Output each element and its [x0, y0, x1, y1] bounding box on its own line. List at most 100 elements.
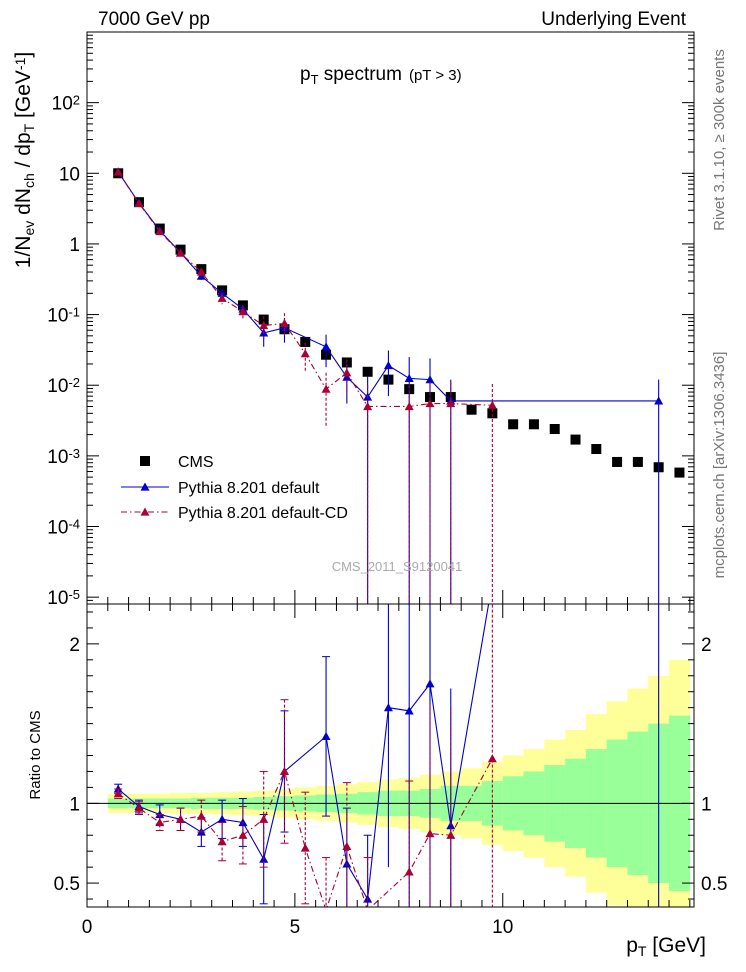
mc-point — [425, 399, 435, 408]
ratio-point — [425, 829, 435, 838]
ratio-point — [113, 789, 123, 798]
cms-point — [362, 366, 373, 377]
mc-point — [217, 288, 227, 297]
ratio-y-tick-label-left: 2 — [69, 635, 80, 656]
x-tick-label: 0 — [82, 917, 93, 938]
mc-point — [196, 267, 206, 276]
x-axis-label-text: pT [GeV] — [626, 934, 706, 959]
cms-point — [528, 419, 539, 430]
mc-point — [404, 401, 414, 411]
y-tick-label-part: -3 — [68, 446, 80, 461]
ratio-point — [425, 679, 435, 688]
analysis-watermark: CMS_2011_S9120041 — [332, 559, 463, 574]
ratio-point — [176, 814, 186, 823]
ratio-point — [196, 811, 206, 820]
x-axis-label: pT [GeV] — [626, 934, 706, 959]
y-tick-label: 10 — [59, 164, 80, 185]
mc-point — [238, 307, 248, 316]
cms-point — [466, 404, 477, 415]
ratio-point — [279, 766, 289, 776]
series-1 — [113, 167, 664, 604]
mc-point — [321, 342, 331, 351]
mc-point — [404, 373, 414, 382]
y-axis-label: 1/Nev dNch / dpT [GeV-1] — [12, 52, 37, 268]
chart-title-part: p — [300, 64, 311, 85]
cms-point — [591, 444, 602, 455]
legend-label: CMS — [178, 454, 214, 471]
chart-title-part: spectrum — [319, 64, 402, 85]
y-tick-label: 10-4 — [47, 517, 80, 539]
y-tick-label: 10-3 — [47, 446, 80, 468]
ratio-point — [134, 803, 144, 812]
mc-point — [176, 248, 186, 257]
ratio-point — [404, 706, 414, 715]
y-tick-label-part: 10 — [47, 518, 68, 539]
legend-label: Pythia 8.201 default-CD — [178, 505, 348, 522]
mc-point — [155, 226, 165, 236]
ratio-y-tick-label-right: 1 — [701, 794, 712, 815]
ratio-y-axis-label: Ratio to CMS — [27, 710, 44, 799]
rivet-info: Rivet 3.1.10, ≥ 300k events — [711, 49, 728, 231]
ratio-point — [238, 830, 248, 839]
ratio-point — [217, 837, 227, 846]
legend-marker-mc — [140, 507, 150, 516]
x-axis-label-text-part: [GeV] — [646, 934, 706, 957]
header-analysis: Underlying Event — [541, 9, 686, 30]
y-axis-label-text-part: 1/N — [12, 236, 35, 269]
cms-point — [570, 434, 581, 445]
y-axis-label-text-part: ev — [21, 221, 37, 236]
y-tick-label: 102 — [52, 93, 80, 115]
x-axis-label-text-part: T — [638, 943, 647, 959]
mc-point — [383, 361, 393, 370]
ratio-point — [217, 814, 227, 823]
ratio-point — [321, 731, 331, 740]
y-tick-label-part: 10 — [52, 94, 73, 115]
y-axis-label-text-part: ] — [12, 52, 35, 58]
mcplots-info: mcplots.cern.ch [arXiv:1306.3436] — [711, 352, 728, 579]
ratio-point — [383, 703, 393, 712]
ratio-point — [342, 841, 352, 850]
mc-point — [321, 384, 331, 393]
mc-point — [342, 368, 352, 377]
y-axis-label-text-part: T — [21, 123, 37, 132]
cms-point — [549, 424, 560, 435]
y-axis-label-text: 1/Nev dNch / dpT [GeV-1] — [12, 52, 37, 268]
cms-point — [487, 408, 498, 419]
x-tick-label: 5 — [290, 917, 301, 938]
legend-marker-cms — [140, 456, 150, 466]
legend-label: Pythia 8.201 default — [178, 480, 320, 497]
ratio-series-1 — [113, 604, 497, 907]
cms-point — [258, 314, 269, 325]
legend: CMS Pythia 8.201 default Pythia 8.201 defa… — [121, 454, 348, 522]
mc-point — [113, 167, 123, 176]
y-axis-label-text-part: [GeV — [12, 70, 35, 124]
y-tick-label: 10-5 — [47, 587, 80, 609]
ratio-panel: 0.5 0.5 1 1 2 2 0 5 10 Ratio to CMS pT [GeV] — [27, 603, 727, 959]
y-tick-label-part: 1 — [69, 235, 80, 256]
mc-point — [259, 321, 269, 330]
ratio-point — [446, 830, 456, 839]
y-tick-label: 10-1 — [47, 305, 80, 327]
y-axis-label-text-part: ch — [21, 173, 37, 188]
mc-point — [279, 323, 289, 332]
x-axis-label-text-part: p — [626, 934, 638, 957]
y-axis-label-text-part: / dp — [12, 132, 35, 173]
mc-point — [363, 401, 373, 411]
y-axis-label-text-part: -1 — [12, 57, 28, 70]
mc-point — [425, 375, 435, 384]
y-tick-label: 10-2 — [47, 375, 80, 397]
mc-point — [300, 349, 310, 358]
chart-title-part: T — [311, 72, 319, 87]
mc-point — [446, 399, 456, 408]
cms-point — [300, 336, 311, 347]
chart-title: pT spectrum (pT > 3) — [300, 64, 462, 87]
series-line — [117, 171, 493, 408]
cms-point — [508, 419, 519, 430]
cms-point — [632, 456, 643, 467]
y-tick-label-part: -1 — [68, 305, 80, 320]
ratio-y-tick-label-left: 1 — [69, 794, 80, 815]
y-tick-label: 1 — [69, 235, 80, 256]
y-tick-label-part: 10 — [59, 164, 80, 185]
